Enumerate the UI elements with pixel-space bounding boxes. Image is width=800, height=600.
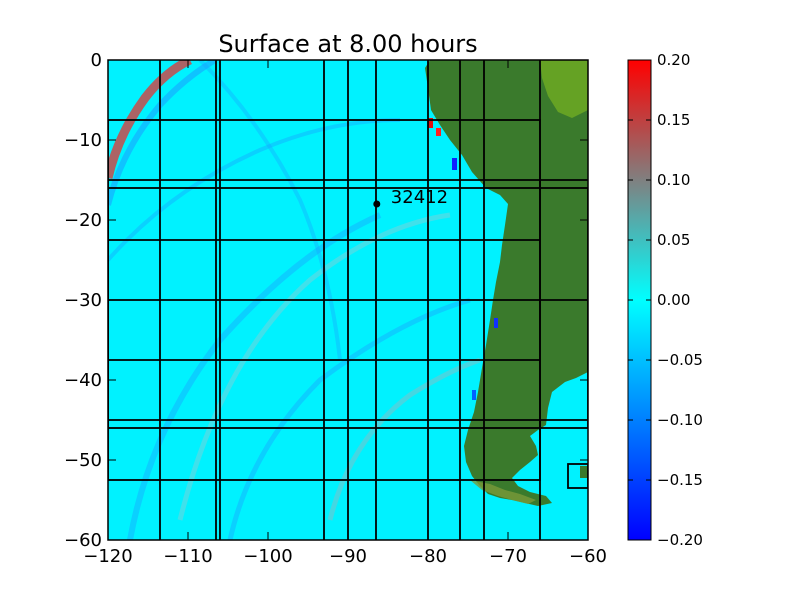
- colorbar-tick-label: −0.10: [657, 411, 703, 429]
- chart-title: Surface at 8.00 hours: [218, 30, 477, 58]
- highland-region: [540, 60, 588, 118]
- x-axis: −120 −110 −100 −90 −80 −70 −60: [83, 60, 607, 567]
- wave-ring-5: [198, 60, 342, 361]
- y-tick-label: −10: [64, 130, 102, 151]
- y-tick-label: −30: [64, 290, 102, 311]
- coastal-low-3: [472, 390, 476, 400]
- colorbar-tick-label: −0.05: [657, 351, 703, 369]
- y-tick-label: −50: [64, 450, 102, 471]
- patch-boundaries: [108, 60, 588, 540]
- x-tick-label: −70: [489, 546, 527, 567]
- coastal-amplitude: [428, 118, 498, 400]
- y-tick-label: −40: [64, 370, 102, 391]
- colorbar-tick-label: −0.15: [657, 471, 703, 489]
- colorbar-tick-label: 0.05: [657, 231, 690, 249]
- x-tick-label: −60: [569, 546, 607, 567]
- plot-area: 32412: [108, 60, 588, 540]
- colorbar-tick-label: 0.15: [657, 111, 690, 129]
- falkland-islands: [580, 466, 588, 478]
- colorbar-tick-label: −0.20: [657, 531, 703, 549]
- colorbar: 0.20 0.15 0.10 0.05 0.00 −0.05 −0.10 −0.15 −0.20: [627, 51, 703, 549]
- y-tick-label: 0: [91, 50, 102, 71]
- x-tick-label: −100: [243, 546, 292, 567]
- wave-ring-3: [177, 212, 451, 521]
- x-tick-label: −110: [163, 546, 212, 567]
- y-tick-label: −20: [64, 210, 102, 231]
- wave-ring-6: [327, 357, 481, 521]
- y-tick-label: −60: [64, 530, 102, 551]
- colorbar-tick-label: 0.00: [657, 291, 690, 309]
- coastal-high-1: [428, 118, 433, 128]
- colorbar-ticks: 0.20 0.15 0.10 0.05 0.00 −0.05 −0.10 −0.15 −0.20: [628, 51, 703, 549]
- patch-boundary-17: [567, 463, 588, 489]
- coastal-highland: [470, 480, 536, 504]
- x-tick-label: −120: [83, 546, 132, 567]
- leading-wave-front: [108, 60, 193, 180]
- colorbar-tick-label: 0.20: [657, 51, 690, 69]
- coastal-low-1: [452, 158, 457, 170]
- colorbar-tick-label: 0.10: [657, 171, 690, 189]
- coastal-high-2: [436, 128, 441, 136]
- y-axis: 0 −10 −20 −30 −40 −50 −60: [64, 50, 588, 551]
- coastal-low-2: [494, 318, 498, 328]
- wave-ring-2: [227, 297, 471, 540]
- gauge-marker: [373, 200, 381, 208]
- land-mass: [425, 60, 588, 506]
- x-tick-label: −90: [329, 546, 367, 567]
- x-tick-label: −80: [409, 546, 447, 567]
- wave-ring-4: [108, 118, 401, 262]
- gauge-label: 32412: [391, 187, 448, 208]
